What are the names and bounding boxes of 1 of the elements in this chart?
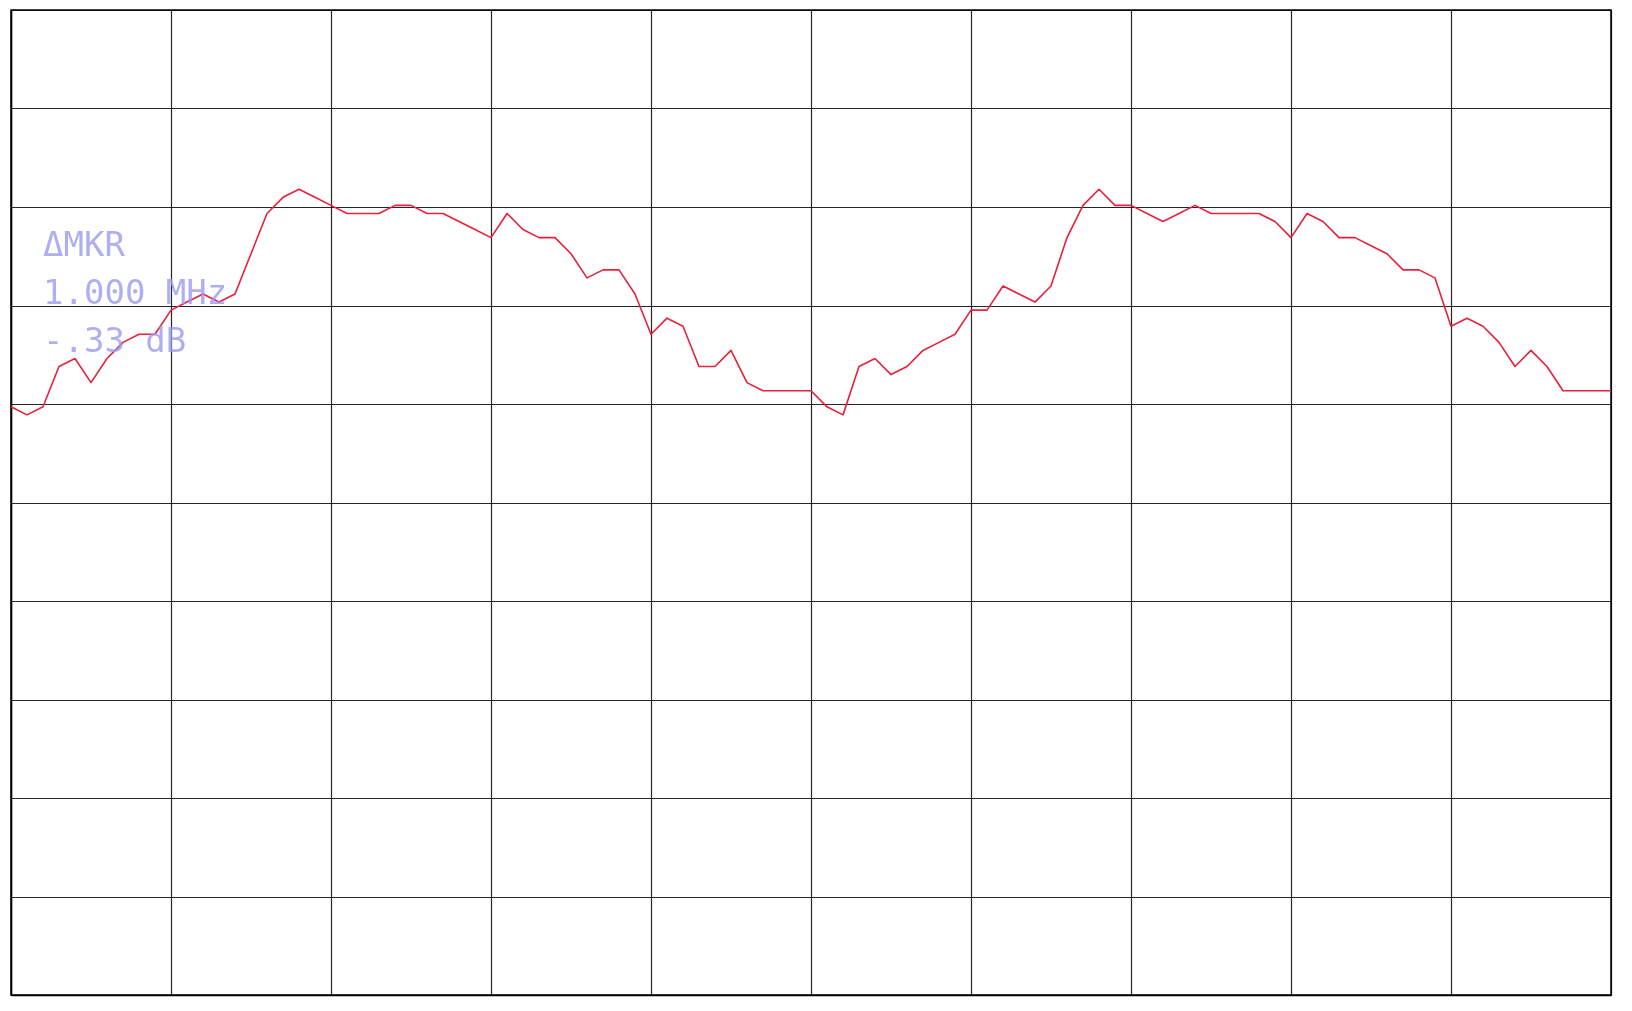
annotation: ΔMKR	[43, 224, 126, 264]
